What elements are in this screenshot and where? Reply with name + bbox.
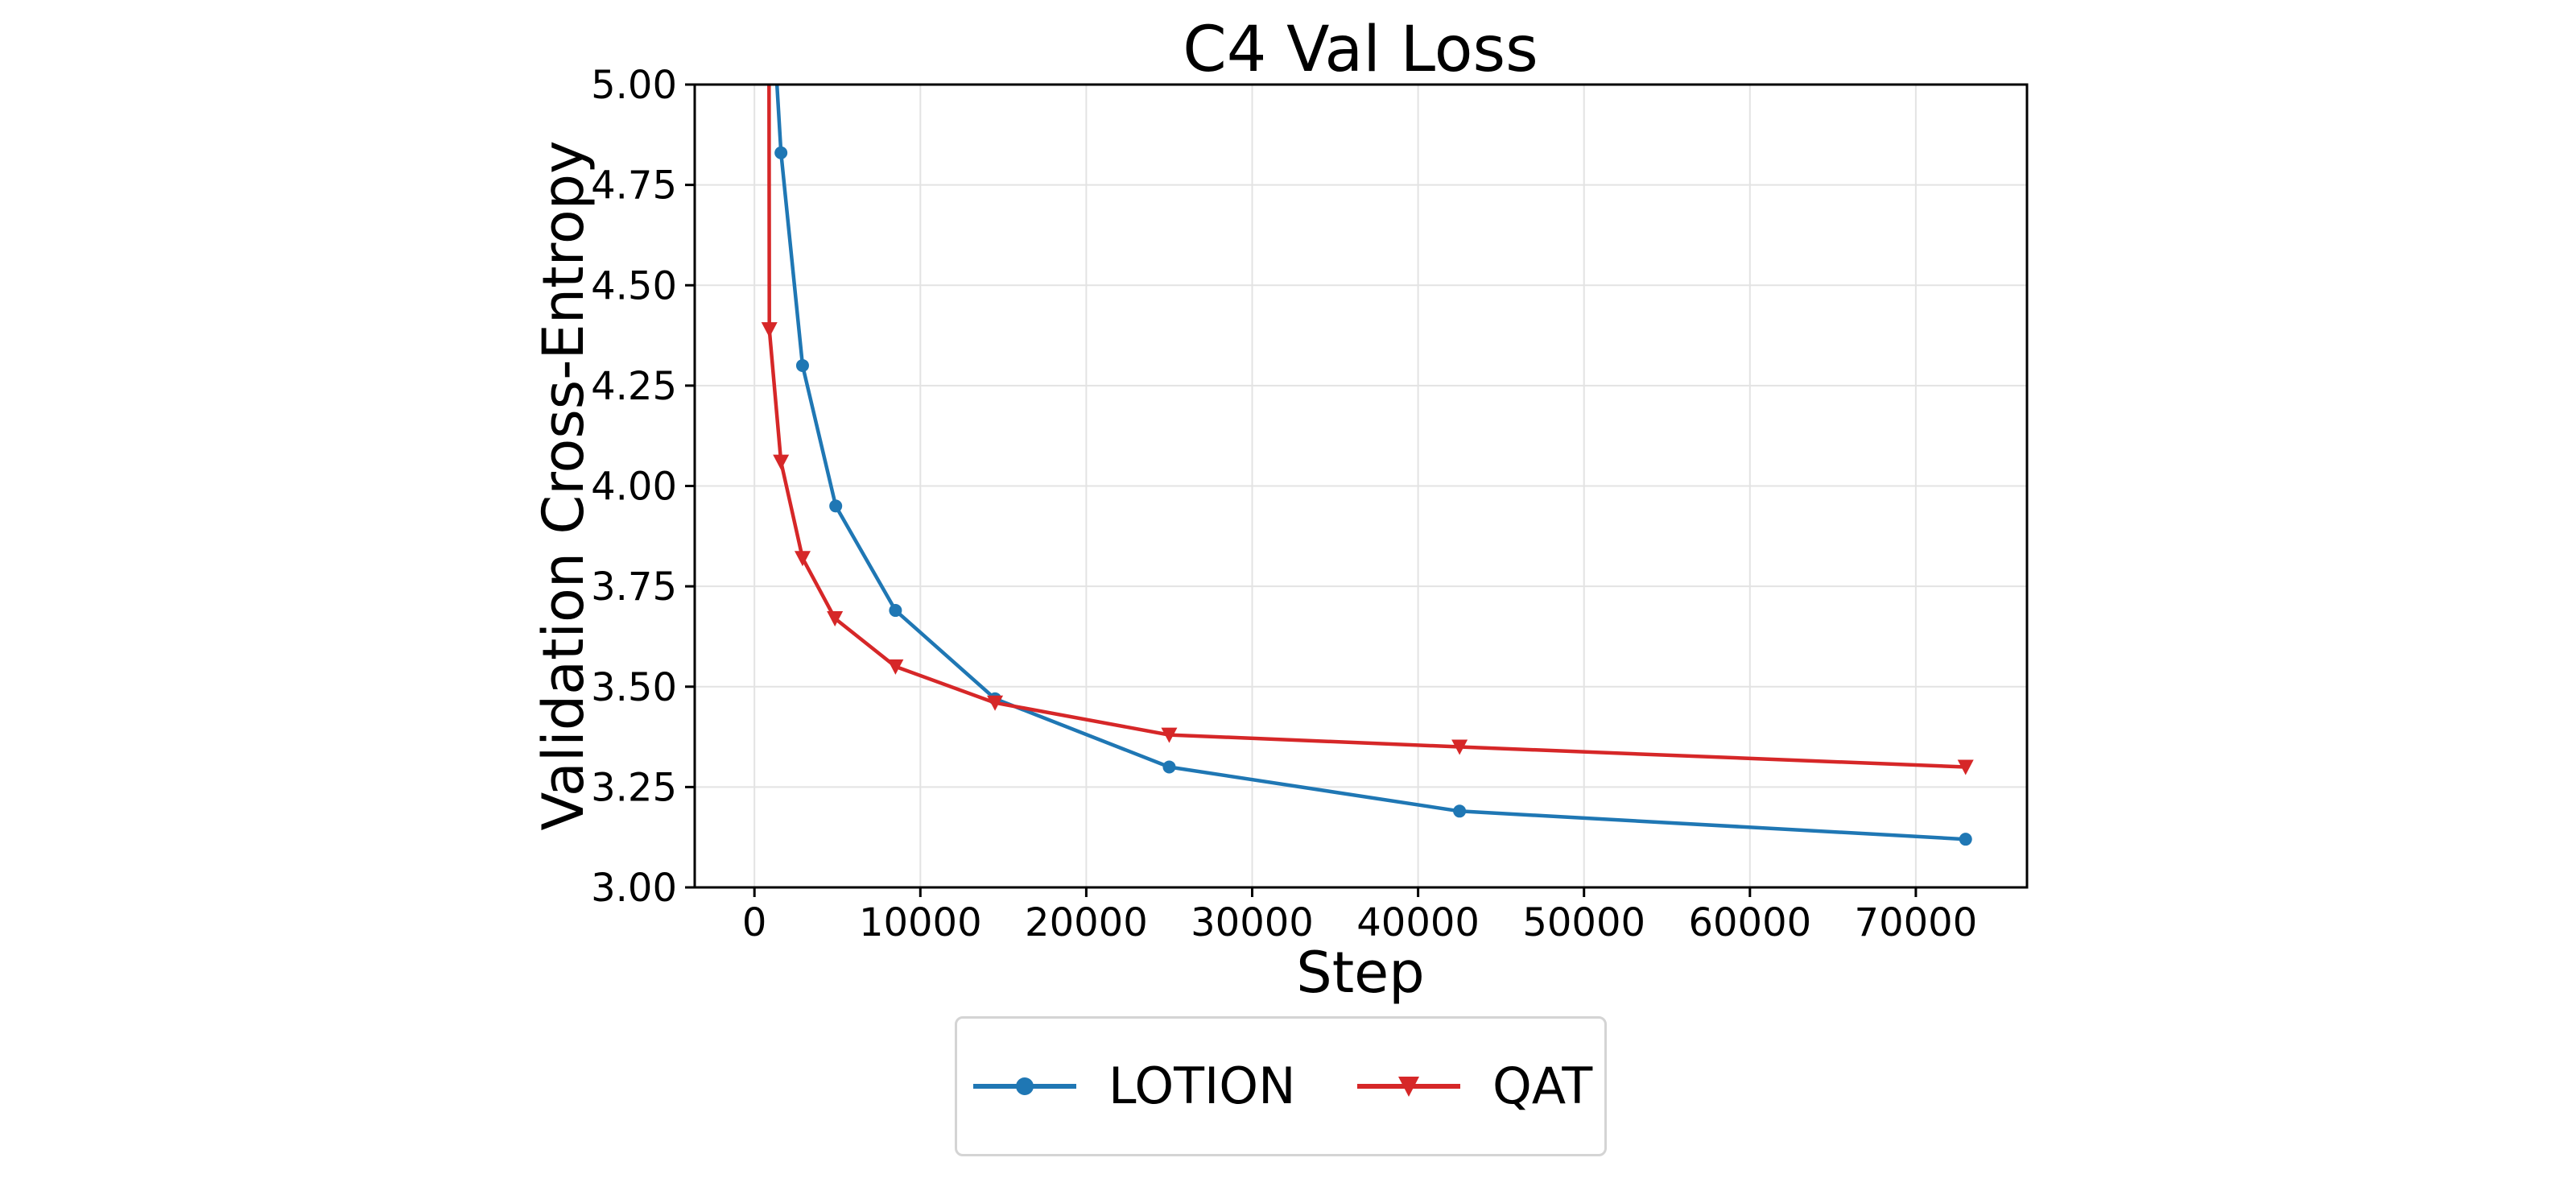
y-tick-label: 4.00 bbox=[591, 465, 677, 510]
legend-swatch-qat bbox=[1357, 1077, 1460, 1097]
series-line-lotion bbox=[774, 85, 1966, 841]
circle-marker-icon bbox=[1016, 1077, 1034, 1095]
y-tick-label: 4.75 bbox=[591, 163, 677, 209]
y-tick-label: 3.00 bbox=[591, 866, 677, 911]
legend-label-qat: QAT bbox=[1492, 1056, 1593, 1115]
data-point-qat bbox=[1451, 739, 1468, 755]
y-tick-label: 3.75 bbox=[591, 564, 677, 610]
x-tick-label: 30000 bbox=[1191, 900, 1314, 945]
chart-title: C4 Val Loss bbox=[1183, 14, 1538, 86]
data-point-lotion bbox=[795, 358, 809, 372]
data-point-lotion bbox=[829, 499, 843, 513]
x-axis-label: Step bbox=[1296, 940, 1424, 1006]
y-axis: 3.00 3.25 3.50 3.75 4.00 4.25 4.50 4.75 5.00 bbox=[591, 63, 695, 911]
y-tick-label: 3.50 bbox=[591, 665, 677, 710]
x-tick-label: 0 bbox=[742, 900, 767, 945]
series-qat bbox=[761, 85, 1974, 775]
y-tick-label: 5.00 bbox=[591, 63, 677, 108]
triangle-down-marker-icon bbox=[1398, 1077, 1419, 1097]
grid-lines bbox=[695, 84, 2027, 888]
x-tick-label: 40000 bbox=[1356, 900, 1480, 945]
x-tick-label: 10000 bbox=[859, 900, 982, 945]
y-tick-label: 3.25 bbox=[591, 765, 677, 810]
x-tick-label: 60000 bbox=[1688, 900, 1811, 945]
data-point-qat bbox=[827, 611, 844, 627]
data-point-qat bbox=[773, 454, 790, 470]
data-point-lotion bbox=[889, 604, 902, 618]
x-tick-label: 70000 bbox=[1855, 900, 1978, 945]
data-point-qat bbox=[1161, 727, 1178, 743]
series-line-qat bbox=[767, 85, 1966, 769]
data-point-lotion bbox=[774, 146, 788, 159]
data-point-qat bbox=[1957, 759, 1974, 775]
x-tick-label: 50000 bbox=[1522, 900, 1645, 945]
legend-entry-qat: QAT bbox=[1357, 1019, 1592, 1154]
legend-swatch-lotion bbox=[973, 1077, 1076, 1095]
legend-label-lotion: LOTION bbox=[1108, 1056, 1296, 1115]
series-lotion bbox=[774, 85, 1972, 846]
y-axis-label: Validation Cross-Entropy bbox=[530, 140, 597, 830]
data-point-lotion bbox=[1959, 833, 1972, 846]
data-point-qat bbox=[987, 695, 1004, 711]
legend-entry-lotion: LOTION bbox=[973, 1019, 1295, 1154]
data-point-lotion bbox=[1162, 760, 1176, 774]
data-point-qat bbox=[761, 322, 778, 338]
series-layer bbox=[761, 85, 1974, 846]
x-axis: 0 10000 20000 30000 40000 50000 60000 70000 bbox=[742, 887, 1977, 945]
y-tick-label: 4.50 bbox=[591, 263, 677, 308]
y-tick-label: 4.25 bbox=[591, 364, 677, 409]
data-point-qat bbox=[887, 659, 904, 675]
data-point-lotion bbox=[1453, 804, 1467, 818]
x-tick-label: 20000 bbox=[1025, 900, 1148, 945]
legend: LOTION QAT bbox=[955, 1016, 1607, 1156]
data-point-qat bbox=[794, 551, 811, 567]
